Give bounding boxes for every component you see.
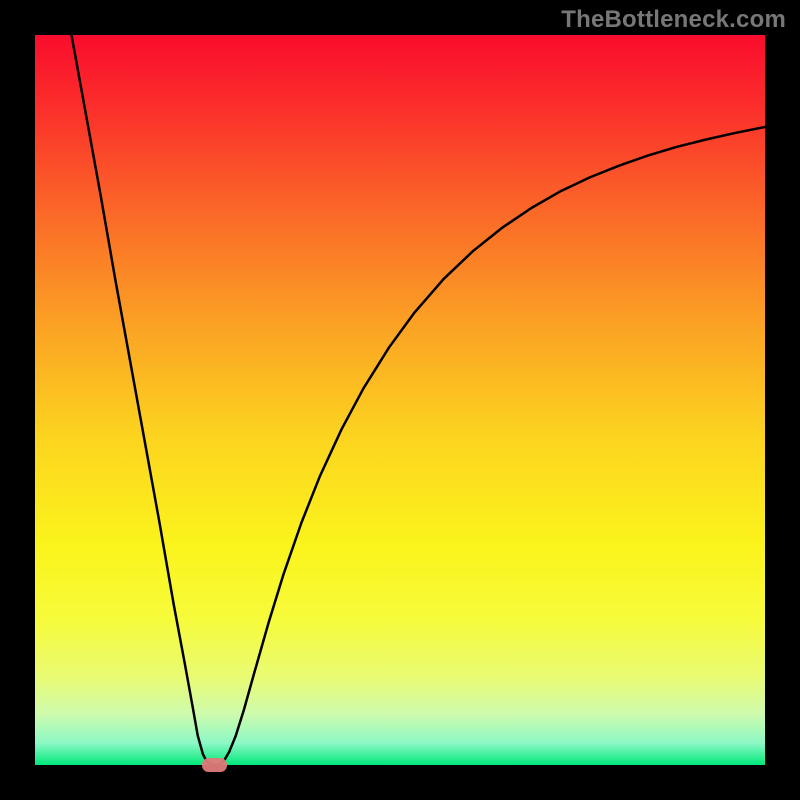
minimum-marker — [202, 758, 227, 771]
curve-svg — [35, 35, 765, 765]
watermark-text: TheBottleneck.com — [561, 6, 786, 34]
curve-path — [72, 35, 766, 765]
chart-frame: TheBottleneck.com — [0, 0, 800, 800]
plot-area — [35, 35, 765, 765]
